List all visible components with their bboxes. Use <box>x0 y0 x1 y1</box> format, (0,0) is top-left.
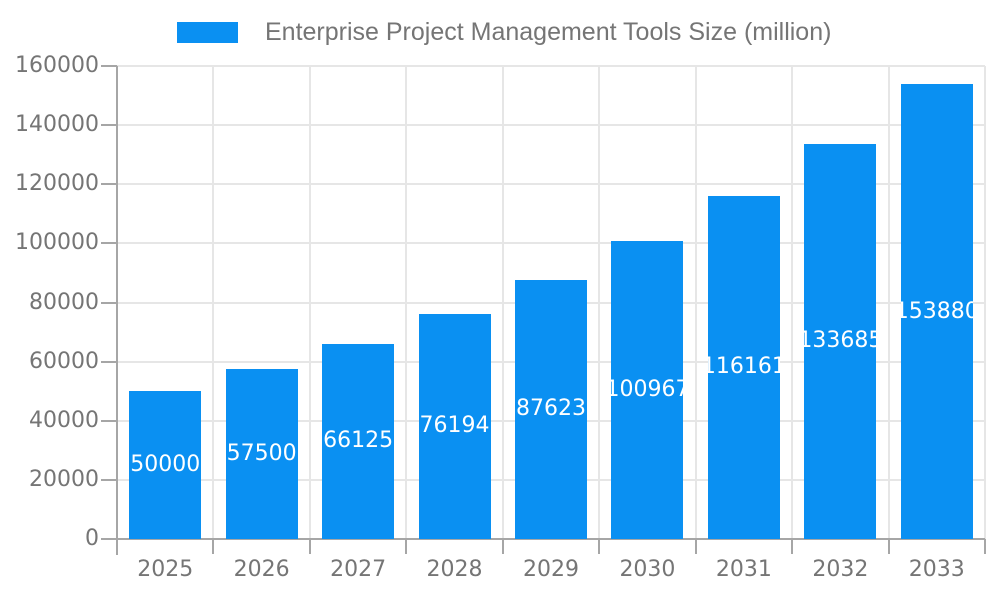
v-gridline <box>694 66 697 539</box>
x-tick-mark <box>308 539 311 554</box>
y-axis-tick-label: 40000 <box>29 407 99 433</box>
y-tick-mark <box>101 301 117 304</box>
x-axis-tick-label: 2026 <box>233 557 290 582</box>
h-gridline <box>117 242 985 245</box>
v-gridline <box>984 66 986 539</box>
bar-2027: 66125 <box>322 343 395 539</box>
y-axis-tick-label: 20000 <box>29 466 99 492</box>
v-gridline <box>405 66 408 539</box>
v-gridline <box>501 66 504 539</box>
bar-value-label: 57500 <box>226 441 297 466</box>
bar-value-label: 133685 <box>804 328 877 354</box>
bar-2030: 100967 <box>611 240 684 539</box>
y-axis-tick-label: 160000 <box>15 53 99 78</box>
x-tick-mark <box>984 539 986 554</box>
bar-value-label: 116161 <box>707 354 780 380</box>
bar-2029: 87623 <box>515 279 587 539</box>
h-gridline <box>117 65 985 67</box>
bar-2032: 133685 <box>804 143 877 539</box>
x-tick-mark <box>405 539 408 554</box>
y-tick-mark <box>101 478 117 481</box>
v-gridline <box>308 66 311 539</box>
bar-value-label: 76194 <box>419 413 490 439</box>
v-gridline <box>887 66 890 539</box>
h-gridline <box>117 183 985 186</box>
y-tick-mark <box>101 65 117 67</box>
y-axis-line <box>116 66 118 555</box>
bar-value-label: 87623 <box>516 396 586 422</box>
x-tick-mark <box>694 539 697 554</box>
h-gridline <box>117 124 985 127</box>
x-tick-mark <box>501 539 504 554</box>
x-axis-tick-label: 2028 <box>426 557 483 582</box>
legend-swatch-icon <box>177 22 238 43</box>
bar-2026: 57500 <box>225 369 298 539</box>
x-tick-mark <box>791 539 794 554</box>
y-axis-tick-label: 100000 <box>15 230 99 256</box>
v-gridline <box>791 66 794 539</box>
y-axis-tick-label: 60000 <box>29 348 99 374</box>
x-axis-tick-label: 2029 <box>522 557 579 582</box>
bar-value-label: 66125 <box>323 428 394 454</box>
x-tick-mark <box>212 539 215 554</box>
y-axis-tick-label: 0 <box>85 526 99 551</box>
y-tick-mark <box>101 124 117 127</box>
bar-2028: 76194 <box>418 313 491 539</box>
x-axis-tick-label: 2025 <box>137 557 194 582</box>
bar-value-label: 153880 <box>900 298 973 324</box>
bar-2031: 116161 <box>707 195 780 539</box>
y-tick-mark <box>101 183 117 186</box>
y-axis-tick-label: 120000 <box>15 171 99 197</box>
v-gridline <box>212 66 215 539</box>
y-tick-mark <box>101 419 117 422</box>
chart-legend: Enterprise Project Management Tools Size… <box>177 18 832 46</box>
x-axis-line <box>117 538 985 540</box>
x-axis-tick-label: 2031 <box>715 557 772 582</box>
x-tick-mark <box>887 539 890 554</box>
x-axis-tick-label: 2030 <box>619 557 676 582</box>
x-axis-tick-label: 2032 <box>812 557 869 582</box>
x-axis-tick-label: 2027 <box>330 557 387 582</box>
y-tick-mark <box>101 242 117 245</box>
bar-value-label: 100967 <box>611 376 684 402</box>
bar-value-label: 50000 <box>130 452 201 478</box>
y-tick-mark <box>101 360 117 363</box>
y-axis-tick-label: 80000 <box>29 289 99 315</box>
y-tick-mark <box>101 538 117 540</box>
bar-2033: 153880 <box>900 84 973 539</box>
bar-2025: 50000 <box>129 391 202 539</box>
x-axis-tick-label: 2033 <box>908 557 965 582</box>
y-axis-tick-label: 140000 <box>15 112 99 138</box>
x-tick-mark <box>598 539 601 554</box>
v-gridline <box>598 66 601 539</box>
legend-label: Enterprise Project Management Tools Size… <box>265 18 832 46</box>
